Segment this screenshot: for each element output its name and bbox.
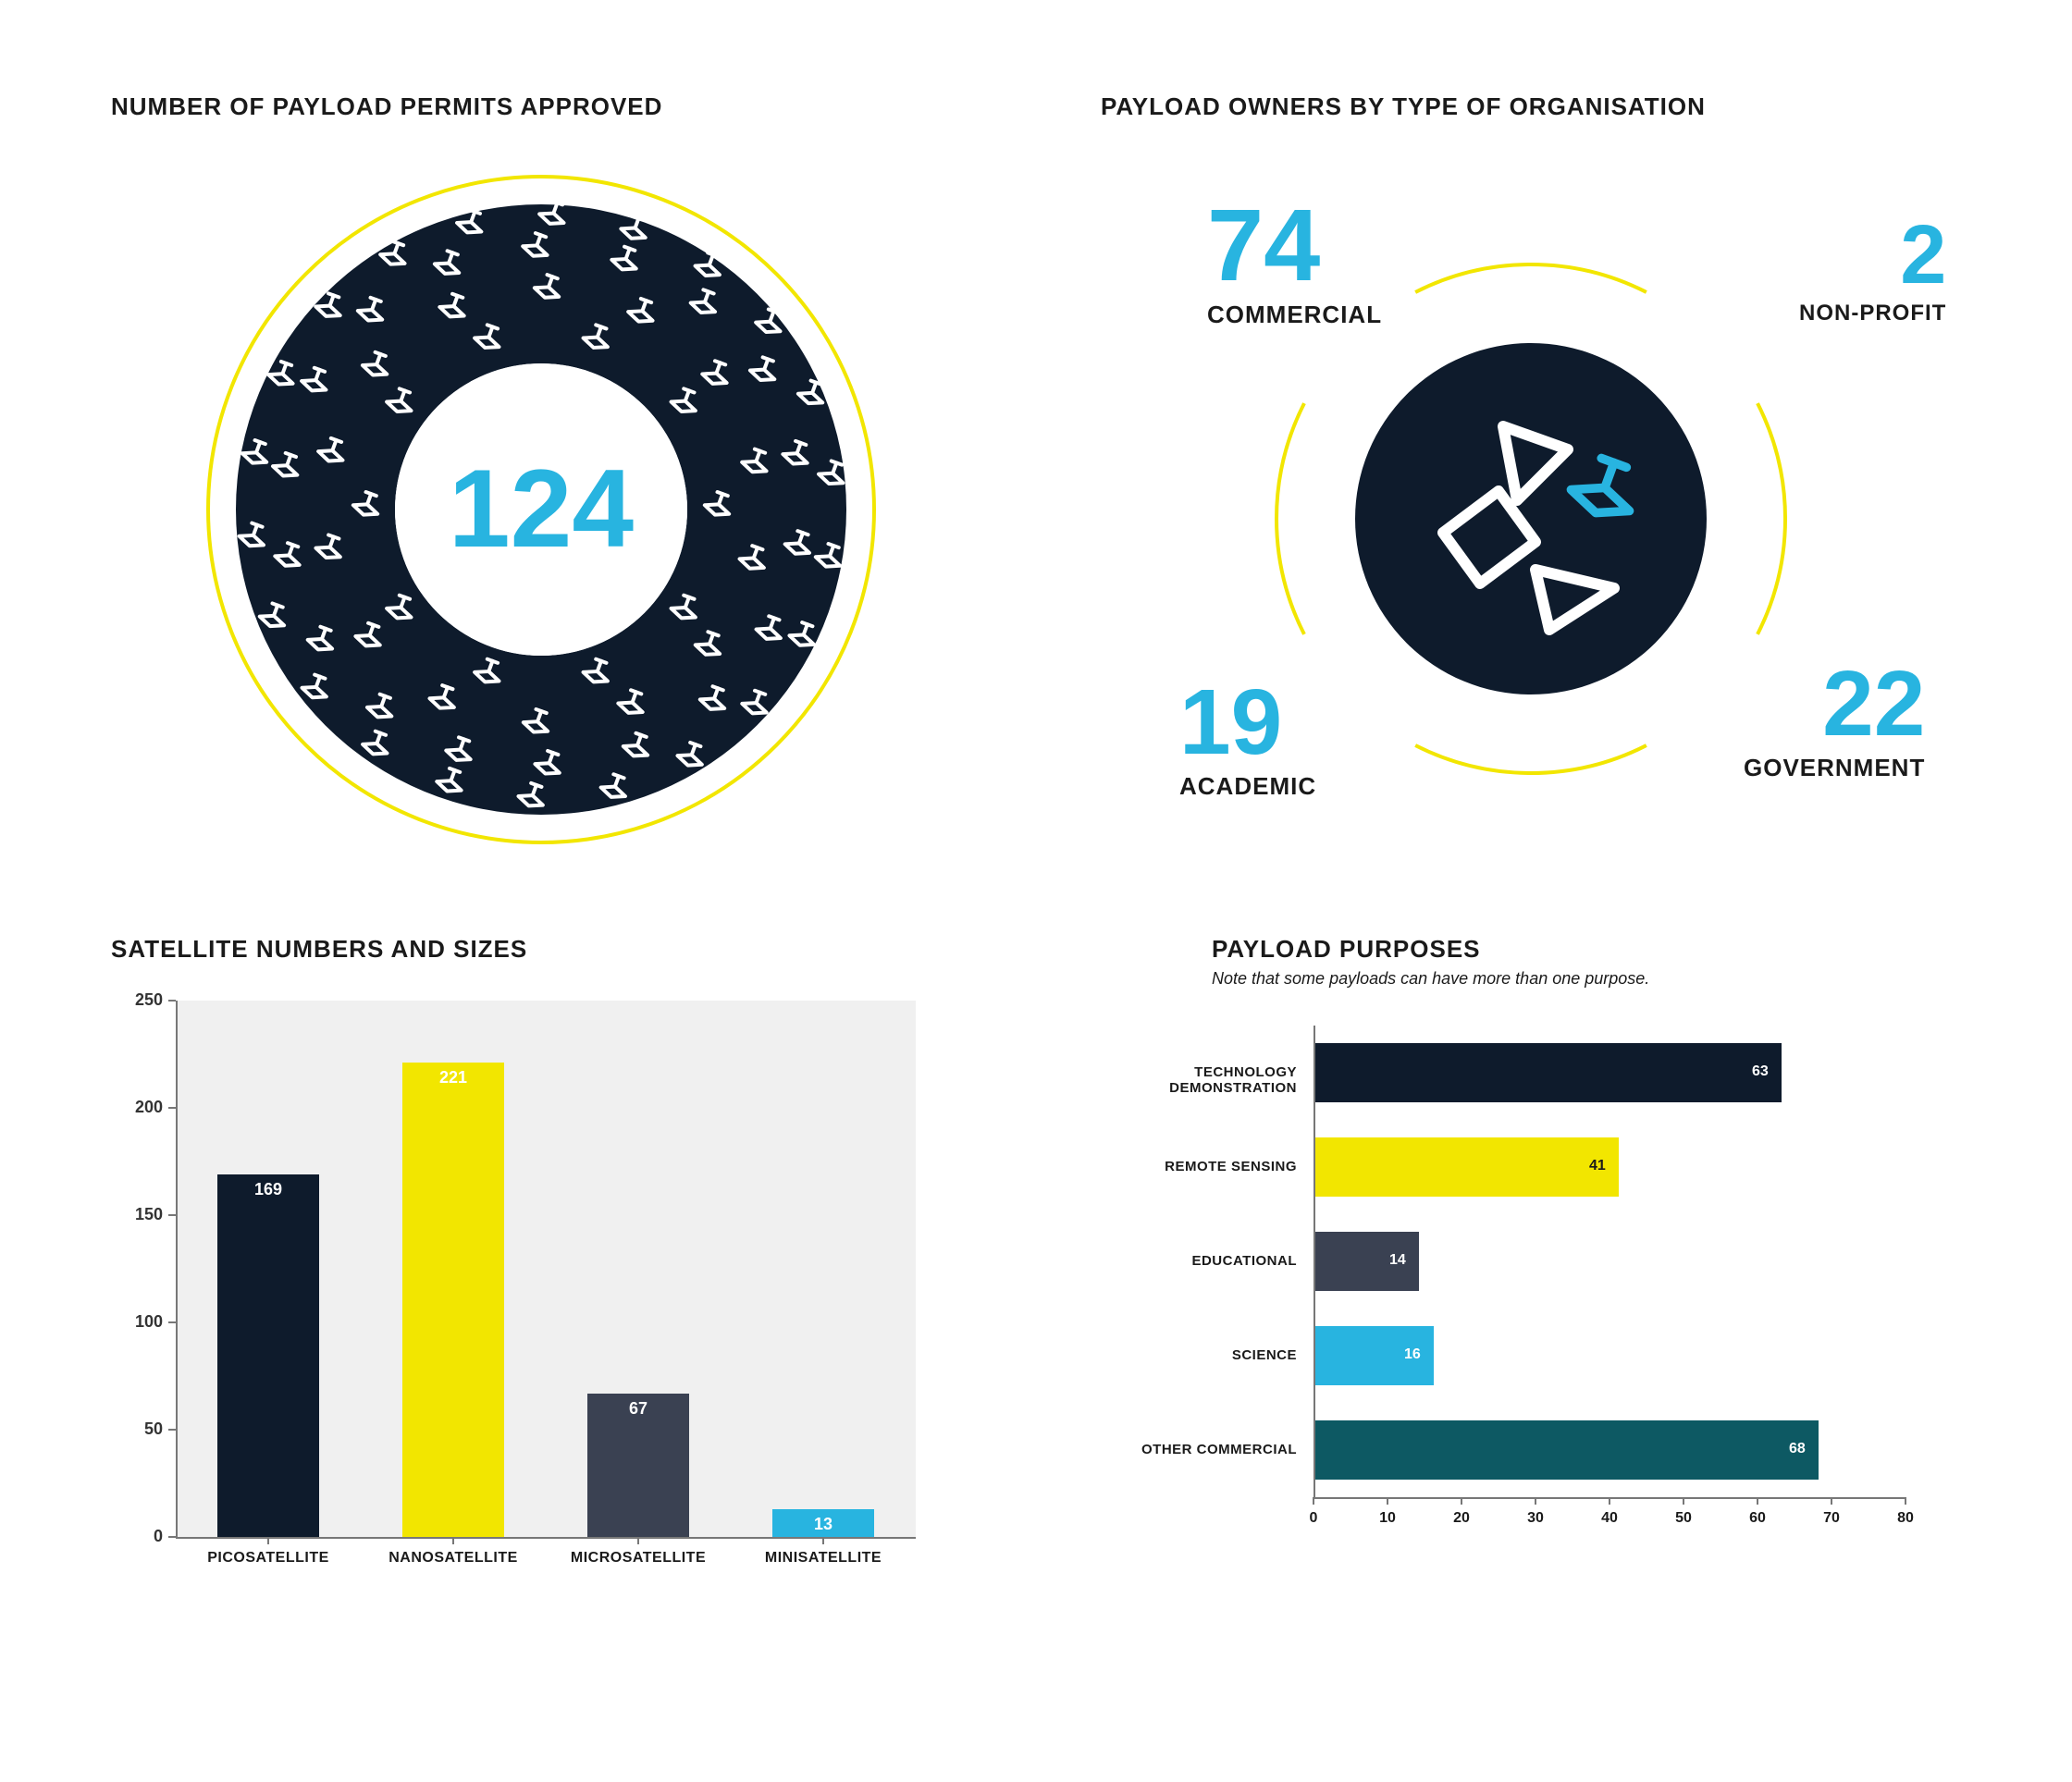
owner-label: GOVERNMENT: [1744, 756, 1925, 780]
vbar-ytick: 150: [111, 1205, 163, 1224]
satellite-sizes-panel: SATELLITE NUMBERS AND SIZES 0 50 100 150 200…: [111, 935, 971, 1592]
payload-purposes-title: PAYLOAD PURPOSES: [1212, 935, 1961, 964]
hbar-xtick: 10: [1369, 1510, 1406, 1527]
hbar-category: SCIENCE: [1101, 1347, 1297, 1363]
vbar-value: 221: [402, 1068, 504, 1088]
owners-figure: 74 COMMERCIAL 2 NON-PROFIT 19 ACADEMIC 22 GOVER…: [1115, 158, 1947, 861]
permits-panel: NUMBER OF PAYLOAD PERMITS APPROVED 124: [111, 92, 971, 861]
hbar-value: 68: [1789, 1441, 1806, 1457]
vbar-ytick: 200: [111, 1098, 163, 1117]
vbar-value: 13: [772, 1515, 874, 1534]
owner-value: 19: [1179, 676, 1316, 768]
owner-value: 2: [1799, 214, 1946, 297]
vbar-value: 67: [587, 1399, 689, 1419]
satellite-sizes-title: SATELLITE NUMBERS AND SIZES: [111, 935, 971, 964]
satellite-sizes-chart: 050100150200250169PICOSATELLITE221NANOSA…: [111, 1001, 925, 1592]
payload-purposes-subtitle: Note that some payloads can have more th…: [1212, 969, 1961, 989]
owner-stat-non-profit: 2 NON-PROFIT: [1799, 214, 1946, 325]
owner-stat-commercial: 74 COMMERCIAL: [1207, 195, 1382, 326]
hbar-xtick: 40: [1591, 1510, 1628, 1527]
owner-label: ACADEMIC: [1179, 774, 1316, 798]
vbar-bar-picosatellite: [217, 1174, 319, 1537]
vbar-category: NANOSATELLITE: [361, 1550, 546, 1567]
vbar-category: MINISATELLITE: [731, 1550, 916, 1567]
vbar-ytick: 100: [111, 1312, 163, 1332]
owner-label: NON-PROFIT: [1799, 302, 1946, 325]
owner-value: 74: [1207, 195, 1382, 297]
hbar-category: REMOTE SENSING: [1101, 1159, 1297, 1174]
owner-label: COMMERCIAL: [1207, 302, 1382, 326]
hbar-xtick: 0: [1295, 1510, 1332, 1527]
permits-value: 124: [449, 447, 634, 571]
hbar-xtick: 30: [1517, 1510, 1554, 1527]
vbar-ytick: 250: [111, 990, 163, 1010]
hbar-category: EDUCATIONAL: [1101, 1253, 1297, 1269]
hbar-value: 16: [1404, 1346, 1421, 1363]
hbar-xtick: 60: [1739, 1510, 1776, 1527]
payload-purposes-chart: 0 10 20 30 40 50 60 70 80 63 TECHNOLOGY DEMONSTRAT…: [1101, 1016, 1933, 1571]
owners-title: PAYLOAD OWNERS BY TYPE OF ORGANISATION: [1101, 92, 1961, 121]
vbar-category: MICROSATELLITE: [546, 1550, 731, 1567]
hbar-category: TECHNOLOGY DEMONSTRATION: [1101, 1064, 1297, 1096]
hbar-bar-other-commercial: [1315, 1420, 1819, 1479]
hbar-value: 14: [1389, 1252, 1406, 1269]
hbar-bar-technology-demonstration: [1315, 1043, 1782, 1101]
owner-stat-academic: 19 ACADEMIC: [1179, 676, 1316, 798]
owner-value: 22: [1744, 657, 1925, 750]
hbar-bar-remote-sensing: [1315, 1137, 1619, 1196]
owner-stat-government: 22 GOVERNMENT: [1744, 657, 1925, 780]
owners-panel: PAYLOAD OWNERS BY TYPE OF ORGANISATION 7…: [1101, 92, 1961, 861]
permits-svg: 124: [190, 158, 893, 861]
hbar-xtick: 20: [1443, 1510, 1480, 1527]
payload-purposes-panel: PAYLOAD PURPOSES Note that some payloads…: [1101, 935, 1961, 1592]
hbar-value: 41: [1589, 1158, 1606, 1174]
hbar-xtick: 70: [1813, 1510, 1850, 1527]
vbar-ytick: 0: [111, 1527, 163, 1546]
hbar-xtick: 80: [1887, 1510, 1924, 1527]
hbar-category: OTHER COMMERCIAL: [1101, 1442, 1297, 1457]
vbar-bar-nanosatellite: [402, 1063, 504, 1537]
hbar-value: 63: [1752, 1063, 1769, 1080]
vbar-category: PICOSATELLITE: [176, 1550, 361, 1567]
permits-figure: 124: [111, 158, 971, 861]
permits-title: NUMBER OF PAYLOAD PERMITS APPROVED: [111, 92, 971, 121]
vbar-ytick: 50: [111, 1419, 163, 1439]
hbar-xtick: 50: [1665, 1510, 1702, 1527]
vbar-value: 169: [217, 1180, 319, 1199]
